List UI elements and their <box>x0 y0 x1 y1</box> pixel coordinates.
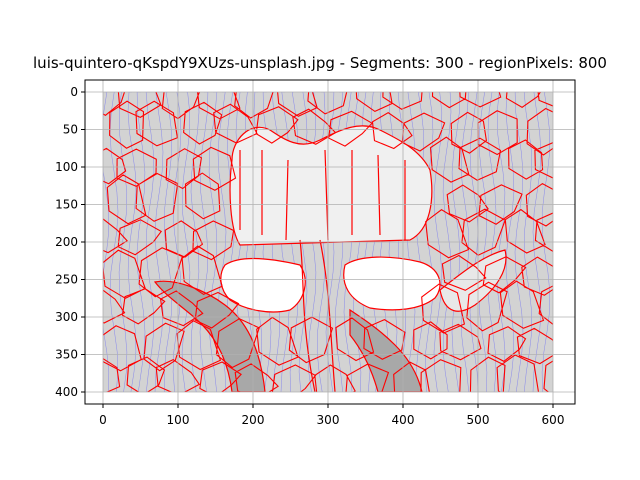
hand-region-palm-left <box>220 257 306 313</box>
y-tick-label: 50 <box>63 123 78 137</box>
y-axis: 0 50 100 150 200 250 300 350 400 <box>55 85 85 399</box>
segment-boundaries <box>103 92 553 392</box>
x-axis: 0 100 200 300 400 500 600 <box>99 404 564 427</box>
y-tick-label: 150 <box>55 198 78 212</box>
x-tick-label: 500 <box>467 413 490 427</box>
x-tick-label: 400 <box>392 413 415 427</box>
x-tick-label: 200 <box>242 413 265 427</box>
finger-boundaries <box>239 149 406 392</box>
grid-lines <box>85 80 575 404</box>
y-tick-label: 100 <box>55 160 78 174</box>
x-tick-label: 100 <box>167 413 190 427</box>
y-tick-label: 350 <box>55 348 78 362</box>
x-tick-label: 0 <box>99 413 107 427</box>
y-tick-label: 0 <box>70 85 78 99</box>
y-tick-label: 400 <box>55 385 78 399</box>
x-tick-label: 600 <box>542 413 565 427</box>
x-tick-label: 300 <box>317 413 340 427</box>
y-tick-label: 200 <box>55 235 78 249</box>
segmented-image <box>103 92 553 392</box>
segment-cell-boundaries <box>103 92 553 392</box>
hand-region-upper <box>229 125 433 246</box>
chart-title: luis-quintero-qKspdY9XUzs-unsplash.jpg -… <box>33 54 607 72</box>
hand-region-palm-right <box>343 256 441 311</box>
y-tick-label: 300 <box>55 310 78 324</box>
y-tick-label: 250 <box>55 273 78 287</box>
hand-regions <box>153 125 507 392</box>
